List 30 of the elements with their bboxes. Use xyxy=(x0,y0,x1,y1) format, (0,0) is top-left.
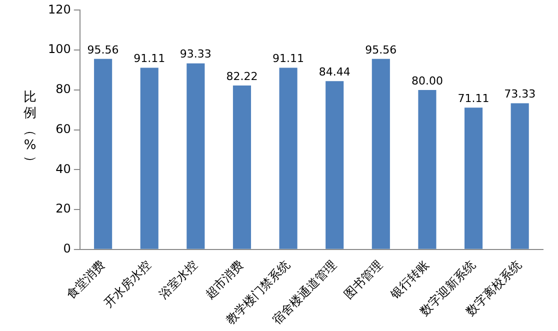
bar xyxy=(232,86,252,249)
bar xyxy=(186,63,205,249)
data-label: 80.00 xyxy=(411,74,443,88)
bar xyxy=(140,68,158,249)
bar xyxy=(326,81,344,249)
y-tick-label: 120 xyxy=(48,2,71,16)
y-axis-title: 比例（%） xyxy=(22,90,38,168)
data-label: 93.33 xyxy=(180,48,212,61)
data-label: 91.11 xyxy=(272,52,304,66)
y-tick-label: 80 xyxy=(56,82,71,96)
bar xyxy=(464,108,483,249)
data-label: 84.44 xyxy=(318,65,350,78)
bar xyxy=(510,103,529,249)
data-label: 91.11 xyxy=(134,52,166,66)
data-label: 95.56 xyxy=(365,43,397,56)
data-label: 73.33 xyxy=(504,88,536,101)
y-tick-label: 40 xyxy=(56,162,71,176)
bar xyxy=(418,90,436,249)
bar xyxy=(279,68,298,249)
data-label: 71.11 xyxy=(458,92,490,106)
x-tick-label: 浴室水控 xyxy=(156,258,200,302)
bar xyxy=(372,58,390,249)
x-tick-label: 图书管理 xyxy=(341,258,386,302)
y-tick-label: 0 xyxy=(63,242,71,256)
data-label: 95.56 xyxy=(87,43,119,56)
data-label: 82.22 xyxy=(226,70,258,83)
y-tick-label: 20 xyxy=(56,202,71,216)
bar xyxy=(94,58,112,249)
y-tick-label: 60 xyxy=(56,122,71,136)
y-tick-label: 100 xyxy=(48,42,71,56)
